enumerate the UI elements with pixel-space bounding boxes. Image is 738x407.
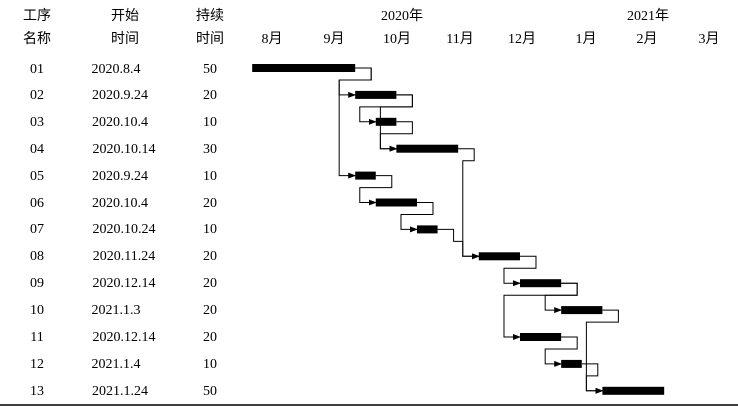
task-bar-11 — [519, 333, 562, 341]
header-col1-line1: 工序 — [23, 9, 51, 24]
row-01-duration: 50 — [203, 62, 217, 77]
row-07-start: 2020.10.24 — [92, 222, 156, 237]
row-13-id: 13 — [30, 384, 44, 399]
task-bar-09 — [519, 279, 562, 288]
row-07-id: 07 — [30, 222, 44, 237]
row-06-id: 06 — [30, 196, 44, 211]
month-label-nov: 11月 — [446, 32, 474, 47]
row-13-start: 2021.1.24 — [92, 384, 148, 399]
row-10-start: 2021.1.3 — [91, 303, 141, 318]
year-label-2021: 2021年 — [627, 9, 669, 24]
row-03-start: 2020.10.4 — [92, 115, 148, 130]
task-bar-02 — [355, 90, 397, 99]
dependency-links — [338, 67, 619, 394]
row-08-id: 08 — [30, 249, 44, 264]
row-08-duration: 20 — [203, 249, 217, 264]
row-05-start: 2020.9.24 — [92, 169, 148, 184]
header-col1-line2: 名称 — [23, 32, 51, 47]
dependency-link-10 — [503, 255, 537, 287]
dependency-link-9 — [437, 228, 480, 260]
row-05-id: 05 — [30, 169, 44, 184]
row-12-id: 12 — [30, 357, 44, 372]
row-07-duration: 10 — [203, 222, 217, 237]
row-12-duration: 10 — [203, 357, 217, 372]
task-bar-06 — [375, 198, 417, 207]
row-11-duration: 20 — [203, 330, 217, 345]
task-bar-05 — [355, 171, 376, 180]
task-bar-13 — [602, 386, 665, 395]
dependency-link-6 — [458, 148, 480, 260]
row-08-start: 2020.11.24 — [92, 249, 156, 264]
row-10-duration: 20 — [203, 303, 217, 318]
row-09-duration: 20 — [203, 276, 217, 291]
row-06-duration: 20 — [203, 196, 217, 211]
row-11-start: 2020.12.14 — [92, 330, 156, 345]
header-col2-line1: 开始 — [111, 9, 139, 24]
row-04-id: 04 — [30, 142, 44, 157]
task-bar-07 — [416, 225, 438, 234]
row-01-id: 01 — [30, 62, 44, 77]
month-label-mar: 3月 — [698, 32, 720, 47]
row-04-duration: 30 — [203, 142, 217, 157]
month-label-oct: 10月 — [383, 32, 411, 47]
dependency-link-11 — [544, 282, 578, 314]
row-04-start: 2020.10.14 — [92, 142, 156, 157]
row-02-duration: 20 — [203, 88, 217, 103]
task-bar-10 — [561, 306, 603, 315]
row-02-id: 02 — [30, 88, 44, 103]
dependency-link-14 — [544, 336, 578, 367]
dependency-link-15 — [581, 363, 604, 394]
dependency-link-7 — [359, 175, 393, 206]
row-11-id: 11 — [30, 330, 44, 345]
row-12-start: 2021.1.4 — [91, 357, 141, 372]
task-bar-12 — [561, 359, 582, 368]
month-label-jan: 1月 — [575, 32, 597, 47]
month-label-feb: 2月 — [636, 32, 658, 47]
row-03-duration: 10 — [203, 115, 217, 130]
task-bar-04 — [396, 144, 459, 153]
row-10-id: 10 — [30, 303, 44, 318]
month-label-dec: 12月 — [508, 32, 536, 47]
dependency-link-2 — [338, 67, 372, 179]
task-bars — [252, 64, 665, 395]
dependency-link-12 — [503, 282, 578, 340]
header-col3-line2: 时间 — [196, 32, 224, 47]
row-02-start: 2020.9.24 — [92, 88, 148, 103]
row-03-id: 03 — [30, 115, 44, 130]
task-bar-01 — [252, 64, 356, 72]
dependency-link-5 — [379, 121, 413, 152]
row-01-start: 2020.8.4 — [91, 62, 141, 77]
month-label-aug: 8月 — [261, 32, 283, 47]
row-13-duration: 50 — [203, 384, 217, 399]
dependency-link-3 — [359, 94, 413, 125]
header-col2-line2: 时间 — [111, 32, 139, 47]
header-col3-line1: 持续 — [196, 9, 224, 24]
task-bar-03 — [375, 117, 397, 126]
year-label-2020: 2020年 — [381, 9, 423, 24]
task-bar-08 — [478, 252, 520, 261]
dependency-link-1 — [338, 67, 372, 98]
month-label-sep: 9月 — [323, 32, 345, 47]
dependency-link-13 — [585, 309, 619, 394]
row-09-id: 09 — [30, 276, 44, 291]
row-06-start: 2020.10.4 — [92, 196, 148, 211]
row-05-duration: 10 — [203, 169, 217, 184]
dependency-link-8 — [400, 202, 434, 233]
row-09-start: 2020.12.14 — [92, 276, 156, 291]
